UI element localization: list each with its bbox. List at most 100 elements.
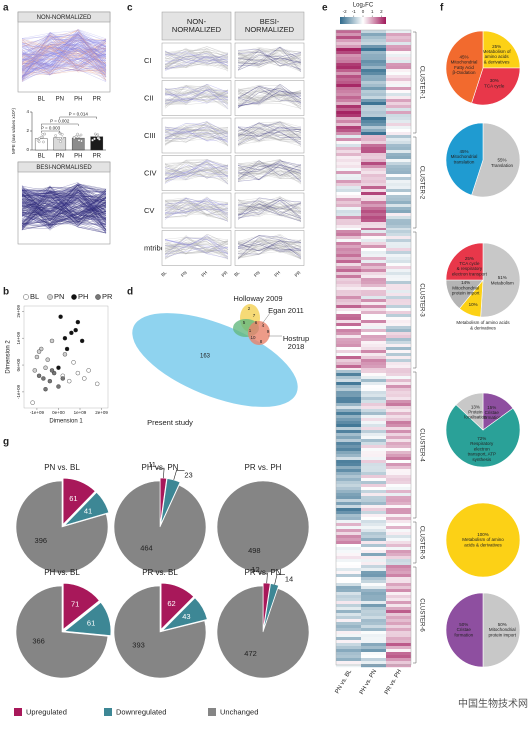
heatmap-cell — [336, 177, 361, 181]
heatmap-cell — [336, 138, 361, 142]
heatmap-frame — [335, 29, 412, 666]
profile-line — [237, 47, 302, 72]
heatmap-cell — [386, 84, 411, 88]
profile-line — [237, 48, 302, 66]
profile-line — [237, 54, 302, 72]
slice-name: electron — [474, 446, 491, 451]
heatmap-cell — [336, 192, 361, 196]
profile-line — [21, 32, 107, 69]
heatmap-cell — [336, 538, 361, 542]
heatmap-cell — [336, 460, 361, 464]
scatter-point — [56, 365, 61, 370]
heatmap-cell — [361, 382, 386, 386]
heatmap-cell — [336, 382, 361, 386]
heatmap-cell — [336, 661, 361, 665]
profile-line — [237, 163, 302, 175]
scatter-point — [75, 319, 81, 325]
profile-line — [164, 239, 229, 250]
heatmap-cell — [386, 42, 411, 46]
legend-swatch — [208, 708, 216, 716]
heatmap-cell — [361, 93, 386, 97]
heatmap-cell — [361, 445, 386, 449]
heatmap-cell — [361, 556, 386, 560]
panel-label: g — [3, 437, 9, 448]
heatmap-cell — [386, 102, 411, 106]
heatmap-cell — [361, 583, 386, 587]
pie-slice — [455, 392, 484, 431]
profile-line — [21, 201, 107, 233]
profile-line — [237, 162, 302, 183]
heatmap-cell — [336, 266, 361, 270]
heatmap-cell — [386, 562, 411, 566]
column-header-text: NON- — [187, 17, 207, 26]
heatmap-cell — [336, 520, 361, 524]
column-header-text: NORMALIZED — [245, 25, 295, 34]
heatmap-cell — [386, 613, 411, 617]
heatmap-cell — [361, 320, 386, 324]
slice-label: 472 — [244, 649, 257, 658]
leader-line — [274, 574, 286, 585]
heatmap-cell — [336, 111, 361, 115]
heatmap-cell — [336, 189, 361, 193]
profile-line — [21, 190, 107, 218]
profile-line — [21, 35, 107, 70]
heatmap-cell — [386, 382, 411, 386]
profile-line — [21, 47, 107, 66]
heatmap-cell — [386, 640, 411, 644]
profile-line — [237, 242, 302, 259]
heatmap-cell — [361, 484, 386, 488]
venn-count: 163 — [200, 354, 211, 360]
heatmap-cell — [361, 376, 386, 380]
profile-line — [237, 122, 302, 145]
profile-line — [21, 198, 107, 230]
profile-line — [21, 51, 107, 75]
heatmap-cell — [361, 281, 386, 285]
heatmap-cell — [361, 469, 386, 473]
heatmap-cell — [336, 634, 361, 638]
heatmap-cell — [336, 658, 361, 662]
heatmap-cell — [336, 610, 361, 614]
profile-line — [21, 34, 107, 71]
heatmap-cell — [361, 272, 386, 276]
y-axis-label: MPE (raw values x10⁵) — [11, 108, 16, 154]
heatmap-cell — [336, 430, 361, 434]
heatmap-cell — [336, 165, 361, 169]
dot — [79, 133, 83, 137]
heatmap-cell — [361, 412, 386, 416]
heatmap-cell — [336, 457, 361, 461]
pie-slice — [445, 30, 484, 104]
profile-line — [21, 187, 107, 220]
heatmap-cell — [361, 565, 386, 569]
profile-line — [164, 86, 229, 99]
heatmap-cell — [386, 526, 411, 530]
heatmap-cell — [361, 490, 386, 494]
heatmap-cell — [336, 388, 361, 392]
profile-line — [237, 164, 302, 182]
heatmap-cell — [336, 45, 361, 49]
panel-label: b — [3, 287, 9, 298]
heatmap-cell — [336, 607, 361, 611]
heatmap-cell — [386, 601, 411, 605]
scatter-point — [82, 376, 87, 381]
heatmap-cell — [361, 189, 386, 193]
heatmap-cell — [361, 598, 386, 602]
heatmap-cell — [386, 30, 411, 34]
heatmap-cell — [336, 63, 361, 67]
slice-value: 10% — [469, 302, 478, 307]
profile-line — [164, 126, 229, 142]
heatmap-cell — [336, 201, 361, 205]
heatmap-cell — [336, 368, 361, 372]
heatmap-cell — [361, 478, 386, 482]
heatmap-cell — [336, 72, 361, 76]
heatmap-cell — [386, 338, 411, 342]
profile-line — [21, 206, 107, 212]
profile-line — [237, 85, 302, 99]
heatmap-cell — [361, 278, 386, 282]
dot — [43, 132, 46, 136]
profile-line — [237, 160, 302, 179]
heatmap-cell — [361, 120, 386, 124]
colorbar-tick-label: 1 — [371, 9, 374, 14]
heatmap-cell — [386, 141, 411, 145]
heatmap-cell — [386, 421, 411, 425]
heatmap-cell — [361, 338, 386, 342]
